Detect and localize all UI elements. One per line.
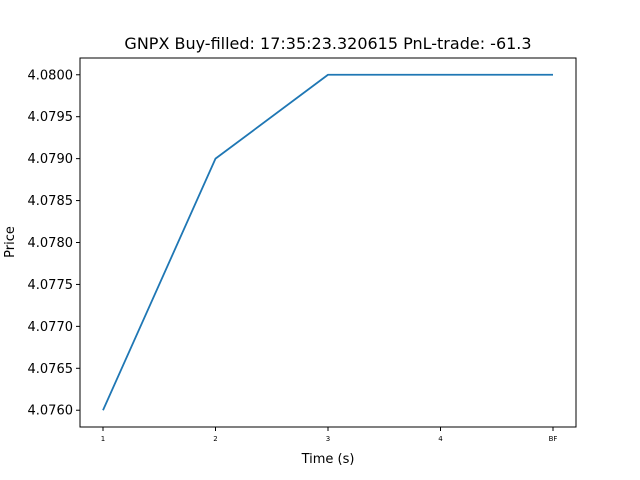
y-tick-label: 4.0760	[28, 404, 74, 419]
x-ticks: 1 2 3 4 BF	[101, 427, 558, 443]
y-tick-label: 4.0790	[28, 152, 74, 167]
y-tick-label: 4.0765	[28, 362, 74, 377]
x-tick-label: 2	[213, 435, 217, 443]
x-axis-label: Time (s)	[301, 452, 355, 467]
series-group	[102, 73, 553, 411]
y-ticks: 4.0760 4.0765 4.0770 4.0775 4.0780 4.0785 4.07…	[28, 68, 80, 419]
x-tick-label: 4	[438, 435, 443, 443]
y-tick-label: 4.0780	[28, 236, 74, 251]
y-axis-label: Price	[3, 226, 18, 258]
x-tick-label: 3	[326, 435, 330, 443]
y-tick-label: 4.0770	[28, 320, 74, 335]
y-tick-label: 4.0785	[28, 194, 74, 209]
x-tick-label: BF	[549, 435, 558, 443]
y-tick-label: 4.0775	[28, 278, 74, 293]
y-tick-label: 4.0795	[28, 110, 74, 125]
y-tick-label: 4.0800	[28, 68, 74, 83]
series-line	[102, 73, 553, 411]
chart-title: GNPX Buy-filled: 17:35:23.320615 PnL-tra…	[124, 34, 531, 53]
x-tick-label: 1	[101, 435, 105, 443]
plot-frame	[79, 57, 577, 428]
